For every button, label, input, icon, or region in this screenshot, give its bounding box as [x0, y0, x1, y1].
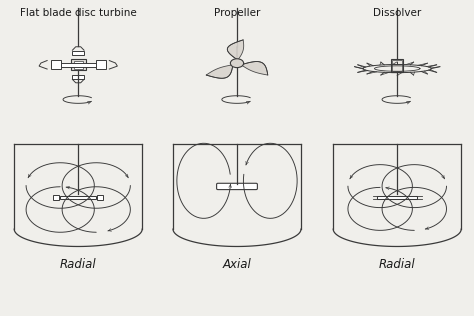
FancyBboxPatch shape	[97, 195, 103, 200]
Text: Radial: Radial	[379, 258, 416, 270]
Polygon shape	[241, 62, 268, 75]
Polygon shape	[228, 40, 244, 60]
FancyBboxPatch shape	[72, 75, 84, 79]
FancyBboxPatch shape	[96, 60, 106, 69]
Text: Axial: Axial	[223, 258, 251, 270]
Circle shape	[230, 59, 244, 68]
FancyBboxPatch shape	[72, 51, 84, 55]
FancyBboxPatch shape	[53, 195, 59, 200]
FancyBboxPatch shape	[392, 60, 402, 71]
Text: Radial: Radial	[60, 258, 97, 270]
FancyBboxPatch shape	[60, 196, 96, 199]
FancyBboxPatch shape	[217, 183, 257, 190]
Text: Propeller: Propeller	[214, 8, 260, 18]
Polygon shape	[206, 65, 233, 78]
FancyBboxPatch shape	[51, 63, 106, 67]
FancyBboxPatch shape	[377, 196, 417, 199]
FancyBboxPatch shape	[391, 59, 403, 72]
Text: Flat blade disc turbine: Flat blade disc turbine	[20, 8, 137, 18]
Text: Dissolver: Dissolver	[373, 8, 421, 18]
FancyBboxPatch shape	[51, 60, 61, 69]
FancyBboxPatch shape	[71, 59, 86, 70]
FancyBboxPatch shape	[73, 60, 83, 69]
